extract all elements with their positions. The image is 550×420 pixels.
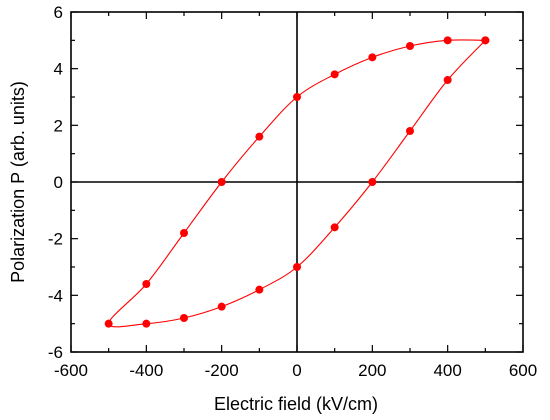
- data-point: [368, 178, 377, 186]
- data-point: [481, 36, 490, 45]
- plot-area: [70, 11, 524, 353]
- x-tick-label: 600: [509, 361, 537, 380]
- tick-labels: -600 -400 -200 0 200 400 600 -6 -4 -2 0 2 4 6: [48, 3, 537, 380]
- data-point: [330, 223, 339, 232]
- data-point: [255, 285, 264, 294]
- y-tick-label: -2: [48, 230, 63, 249]
- x-tick-label: 400: [433, 361, 461, 380]
- data-point: [217, 178, 226, 186]
- x-tick-label: 0: [292, 361, 301, 380]
- y-tick-label: 0: [54, 173, 63, 192]
- y-tick-label: 6: [54, 3, 63, 22]
- x-tick-label: -200: [205, 361, 239, 380]
- data-point: [255, 132, 264, 141]
- x-tick-label: -600: [54, 361, 88, 380]
- data-point: [293, 263, 301, 271]
- data-point: [330, 70, 339, 79]
- data-point: [406, 127, 414, 135]
- y-tick-label: 4: [54, 60, 63, 79]
- data-point: [217, 302, 226, 311]
- y-tick-label: 2: [54, 116, 63, 135]
- data-point: [406, 42, 414, 50]
- y-axis-label: Polarization P (arb. units): [8, 81, 28, 283]
- data-point: [368, 53, 377, 62]
- data-point: [443, 36, 452, 45]
- data-point: [293, 93, 301, 101]
- x-tick-label: 200: [358, 361, 386, 380]
- x-axis-label: Electric field (kV/cm): [214, 394, 378, 414]
- data-point: [142, 319, 151, 328]
- data-point: [180, 314, 188, 322]
- y-tick-label: -4: [48, 286, 63, 305]
- data-point: [104, 319, 113, 328]
- data-point: [180, 229, 188, 237]
- data-point: [443, 76, 452, 84]
- y-tick-label: -6: [48, 343, 63, 362]
- x-tick-label: -400: [129, 361, 163, 380]
- axis-ticks: [70, 11, 524, 353]
- data-point: [142, 280, 151, 288]
